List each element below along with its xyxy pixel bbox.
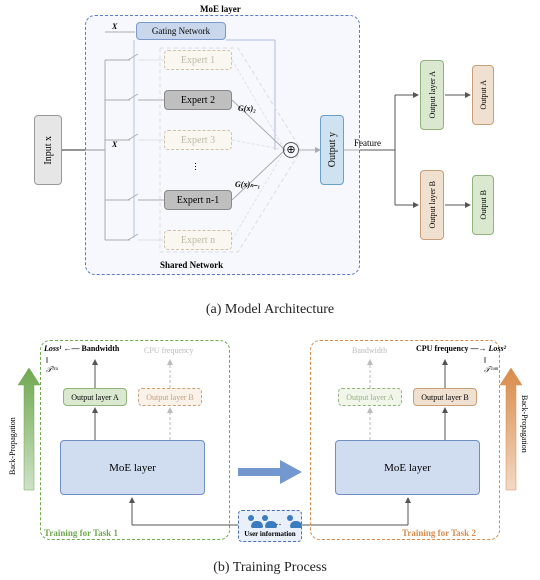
task2-label: Training for Task 2 bbox=[402, 528, 476, 538]
expert-3: Expert 3 bbox=[164, 130, 232, 150]
out-b-2: Output layer B bbox=[413, 388, 477, 406]
out-a-1: Output layer A bbox=[63, 388, 127, 406]
user-icon bbox=[245, 515, 257, 529]
x-sym-2: X bbox=[112, 140, 117, 149]
out-a-2: Output layer A bbox=[338, 388, 402, 406]
expert-2: Expert 2 bbox=[164, 90, 232, 110]
out-layer-b: Output layer B bbox=[420, 170, 444, 240]
gn1: G(x)ₙ₋₁ bbox=[235, 180, 260, 189]
bw-2: Bandwidth bbox=[352, 346, 387, 355]
out-b-1: Output layer B bbox=[138, 388, 202, 406]
dots: ⋯ bbox=[190, 162, 201, 173]
expert-n: Expert n bbox=[164, 230, 232, 250]
gating-box: Gating Network bbox=[136, 22, 226, 40]
bp-1: Back-Propagation bbox=[8, 395, 17, 475]
cpu-2: CPU frequency —→ Loss² bbox=[416, 344, 506, 353]
expert-1: Expert 1 bbox=[164, 50, 232, 70]
out-b: Output B bbox=[472, 175, 494, 235]
output-y-label: Output y bbox=[327, 132, 338, 167]
x-sym-1: X bbox=[112, 22, 117, 31]
feature-label: Feature bbox=[354, 138, 381, 148]
input-label: Input x bbox=[43, 136, 54, 165]
out-layer-a: Output layer A bbox=[420, 60, 444, 130]
gating-label: Gating Network bbox=[152, 26, 210, 36]
caption-a: (a) Model Architecture bbox=[0, 302, 540, 318]
moe-title: MoE layer bbox=[200, 4, 241, 14]
figure-container: MoE layer Shared Network Input x Gating … bbox=[0, 0, 540, 580]
user-icon bbox=[259, 515, 271, 529]
t-com: ‖𝒯ᶜᵒᵐ bbox=[484, 356, 498, 375]
user-icon bbox=[284, 515, 296, 529]
bp-2: Back-Propagation bbox=[520, 395, 529, 453]
t-tra: ‖𝒯ᵗʳᵃ bbox=[46, 356, 58, 375]
moe-1: MoE layer bbox=[60, 440, 205, 495]
task1-label: Training for Task 1 bbox=[44, 528, 118, 538]
output-y: Output y bbox=[320, 115, 344, 185]
g2: G(x)₂ bbox=[238, 104, 256, 113]
panel-b: MoE layer MoE layer Output layer A Outpu… bbox=[0, 340, 540, 580]
input-box: Input x bbox=[34, 115, 62, 185]
sum-node: ⊕ bbox=[283, 142, 299, 158]
panel-a: MoE layer Shared Network Input x Gating … bbox=[0, 0, 540, 300]
caption-b: (b) Training Process bbox=[0, 560, 540, 576]
shared-network-label: Shared Network bbox=[160, 260, 223, 270]
loss1: Loss¹ ←— Bandwidth bbox=[44, 344, 119, 353]
user-info: … User information bbox=[238, 510, 302, 542]
cpu-1: CPU frequency bbox=[144, 346, 194, 355]
moe-2: MoE layer bbox=[335, 440, 480, 495]
expert-n1: Expert n-1 bbox=[164, 190, 232, 210]
out-a: Output A bbox=[472, 65, 494, 125]
